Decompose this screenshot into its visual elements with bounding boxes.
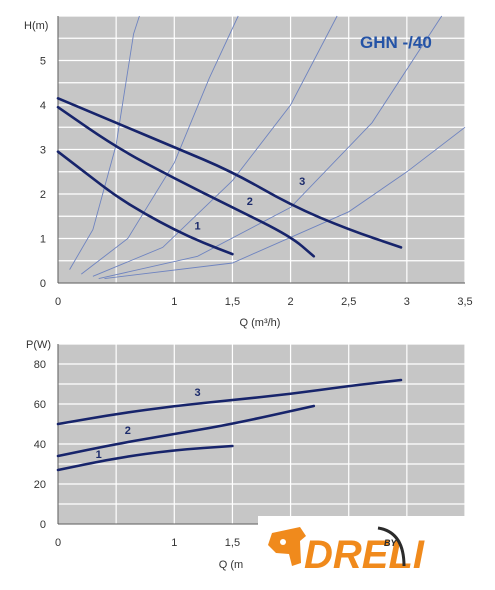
- reference-curve-4: [98, 15, 443, 280]
- curve-label-2: 2: [247, 196, 253, 208]
- x-tick-label: 0: [55, 537, 61, 549]
- power-flow-chart: 1 2 3 0 1 1,5 0 20 40 60 80 P(W) Q (m: [26, 339, 466, 571]
- series-line-2: [56, 404, 316, 458]
- reference-curve-3: [92, 15, 338, 277]
- head-flow-chart: 1 2 3 0 1 1,5 2 2,5 3 3,5 0 1 2 3 4 5 H(m) Q (m³/h) GHN -/…: [24, 15, 473, 329]
- x-tick-label: 1: [171, 537, 177, 549]
- y-axis-label: H(m): [24, 20, 48, 32]
- logo-by-text: BY: [384, 538, 397, 548]
- x-tick-label: 2,5: [341, 296, 356, 308]
- series-line-2: [56, 105, 316, 258]
- drill-icon: [268, 527, 306, 566]
- logo-wordmark: DRELI: [304, 533, 425, 577]
- curve-label-3: 3: [194, 387, 200, 399]
- chart-title: GHN -/40: [360, 33, 432, 52]
- y-tick-label: 3: [40, 145, 46, 157]
- curve-label-3: 3: [299, 176, 305, 188]
- logo-swoosh-icon: [377, 526, 406, 567]
- y-tick-label: 0: [40, 278, 46, 290]
- y-axis-label: P(W): [26, 339, 51, 351]
- x-tick-label: 2: [288, 296, 294, 308]
- series-line-1: [56, 150, 234, 256]
- dreli-logo: DRELI BY: [258, 516, 495, 590]
- x-tick-label: 1,5: [225, 296, 240, 308]
- y-tick-label: 80: [34, 359, 46, 371]
- y-tick-label: 60: [34, 399, 46, 411]
- y-tick-label: 5: [40, 56, 46, 68]
- reference-curve-5: [104, 126, 466, 280]
- x-tick-label: 1: [171, 296, 177, 308]
- x-axis-label: Q (m³/h): [240, 317, 281, 329]
- series-line-3: [56, 378, 403, 426]
- curve-label-1: 1: [96, 449, 102, 461]
- series-line-3: [56, 97, 403, 249]
- curve-label-1: 1: [194, 221, 200, 233]
- y-tick-label: 0: [40, 519, 46, 531]
- y-tick-label: 20: [34, 479, 46, 491]
- x-tick-label: 1,5: [225, 537, 240, 549]
- plot-area: [58, 344, 465, 524]
- y-tick-label: 1: [40, 234, 46, 246]
- series-line-1: [56, 444, 234, 472]
- curve-label-2: 2: [125, 425, 131, 437]
- x-tick-label: 3: [404, 296, 410, 308]
- x-axis-label: Q (m: [219, 559, 243, 571]
- x-tick-label: 3,5: [457, 296, 472, 308]
- reference-curve-2: [81, 15, 239, 275]
- drill-chuck-icon: [280, 539, 286, 545]
- y-tick-label: 4: [40, 100, 46, 112]
- y-tick-label: 2: [40, 189, 46, 201]
- y-tick-label: 40: [34, 439, 46, 451]
- x-tick-label: 0: [55, 296, 61, 308]
